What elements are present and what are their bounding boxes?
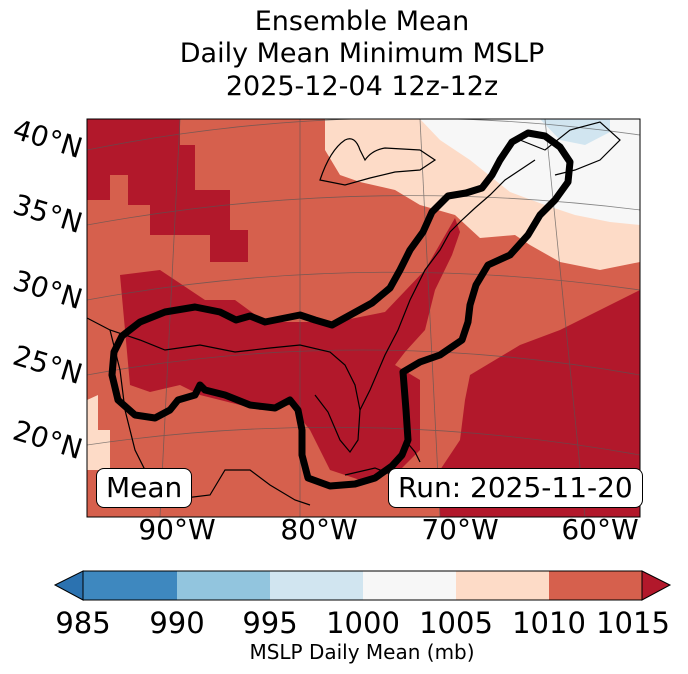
- mean-label-box: Mean: [96, 468, 193, 508]
- field-1015-western-region: [87, 119, 248, 262]
- great-lakes: [319, 138, 437, 186]
- lon-line-90: [159, 119, 181, 517]
- title-line-2: Daily Mean Minimum MSLP: [179, 38, 545, 69]
- lon-label-60w: 60°W: [561, 513, 639, 546]
- colorbar-tick-985: 985: [55, 606, 111, 640]
- colorbar: [53, 570, 672, 601]
- title-line-3: 2025-12-04 12z-12z: [225, 71, 499, 102]
- colorbar-segment-985-990: [83, 571, 177, 600]
- field-1015-atlantic-region: [440, 290, 640, 517]
- colorbar-tick-1010: 1010: [512, 606, 586, 640]
- colorbar-tick-1000: 1000: [326, 606, 400, 640]
- field-1005-southwest-corner: [87, 395, 110, 470]
- lat-line-35: [87, 195, 640, 226]
- colorbar-segment-1000-1005: [363, 571, 456, 600]
- colorbar-segment-995-1000: [270, 571, 363, 600]
- lat-line-25: [87, 349, 640, 376]
- map-frame: [86, 118, 641, 518]
- colorbar-segment-1005-1010: [456, 571, 549, 600]
- field-1000-region: [420, 119, 640, 225]
- gulf-coast: [87, 317, 361, 454]
- lon-label-70w: 70°W: [421, 513, 499, 546]
- colorbar-extend-high: [641, 570, 672, 601]
- threshold-contour: [108, 129, 574, 490]
- graticule: [87, 119, 640, 517]
- colorbar-label: MSLP Daily Mean (mb): [249, 640, 475, 664]
- lon-label-90w: 90°W: [138, 513, 216, 546]
- mslp-field: [87, 119, 640, 517]
- colorbar-tick-995: 995: [242, 606, 298, 640]
- atlantic-coast: [359, 159, 536, 411]
- run-date-label-box: Run: 2025-11-20: [388, 468, 643, 508]
- lon-line-60: [544, 119, 586, 517]
- colorbar-frame: [82, 570, 643, 601]
- colorbar-tick-1005: 1005: [419, 606, 493, 640]
- lon-line-70: [419, 119, 441, 517]
- lat-line-40: [87, 119, 640, 151]
- canada-coast: [519, 121, 621, 176]
- colorbar-segment-1010-1015: [549, 571, 642, 600]
- colorbar-segment-990-995: [177, 571, 270, 600]
- colorbar-tick-1015: 1015: [596, 606, 670, 640]
- title-line-1: Ensemble Mean: [254, 6, 470, 37]
- colorbar-tick-990: 990: [149, 606, 205, 640]
- lon-label-80w: 80°W: [280, 513, 358, 546]
- colorbar-extend-low: [53, 570, 84, 601]
- lat-line-30: [87, 271, 640, 301]
- lat-line-20: [87, 426, 640, 456]
- field-1015-central-region: [120, 218, 460, 480]
